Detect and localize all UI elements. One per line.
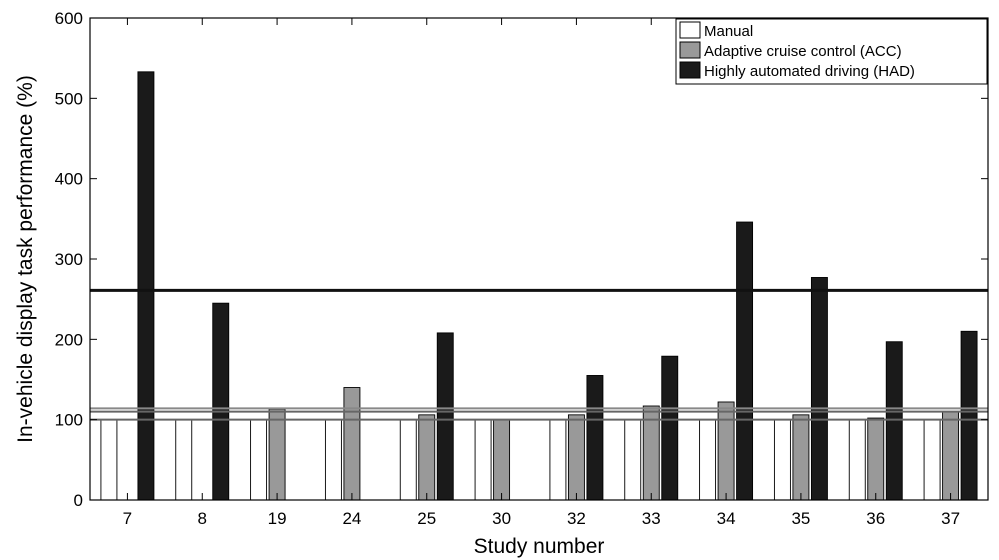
- bar-highly-automated-driving-had-study-8: [212, 302, 230, 501]
- legend-label-highly-automated-driving-had: Highly automated driving (HAD): [704, 63, 915, 80]
- x-tick-label-7: 7: [123, 509, 132, 528]
- bar-manual-study-30: [474, 419, 492, 501]
- legend-swatch-manual: [679, 21, 701, 39]
- bar-adaptive-cruise-control-acc-study-32: [567, 414, 585, 501]
- legend-label-manual: Manual: [704, 23, 753, 40]
- bar-manual-study-32: [549, 419, 567, 501]
- y-tick-label-500: 500: [55, 89, 83, 108]
- y-tick-label-0: 0: [74, 491, 83, 510]
- legend-swatch-highly-automated-driving-had: [679, 61, 701, 79]
- bar-adaptive-cruise-control-acc-study-24: [343, 387, 361, 501]
- bar-manual-study-37: [923, 419, 941, 501]
- bars-layer: [100, 71, 978, 501]
- x-tick-label-8: 8: [198, 509, 207, 528]
- y-axis-title: In-vehicle display task performance (%): [14, 75, 37, 443]
- bar-manual-study-24: [324, 419, 342, 501]
- bar-highly-automated-driving-had-study-35: [810, 277, 828, 501]
- bar-manual-study-33: [624, 419, 642, 501]
- bar-highly-automated-driving-had-study-25: [436, 332, 454, 501]
- y-axis: 0 100 200 300 400 500 600: [55, 9, 988, 510]
- x-tick-label-24: 24: [342, 509, 361, 528]
- x-tick-label-33: 33: [642, 509, 661, 528]
- legend-box: [675, 18, 988, 85]
- bar-adaptive-cruise-control-acc-study-35: [792, 414, 810, 501]
- legend-label-adaptive-cruise-control-acc: Adaptive cruise control (ACC): [704, 43, 902, 60]
- bar-adaptive-cruise-control-acc-study-30: [493, 419, 511, 501]
- bar-manual-study-34: [699, 419, 717, 501]
- x-tick-label-35: 35: [791, 509, 810, 528]
- x-tick-label-19: 19: [268, 509, 287, 528]
- bar-highly-automated-driving-had-study-36: [885, 341, 903, 501]
- bar-highly-automated-driving-had-study-33: [661, 355, 679, 501]
- x-tick-label-32: 32: [567, 509, 586, 528]
- y-tick-label-300: 300: [55, 250, 83, 269]
- bar-manual-study-35: [773, 419, 791, 501]
- bar-adaptive-cruise-control-acc-study-34: [717, 401, 735, 501]
- bar-highly-automated-driving-had-study-34: [736, 221, 754, 501]
- bar-adaptive-cruise-control-acc-study-36: [867, 417, 885, 501]
- x-axis-title: Study number: [474, 535, 605, 558]
- x-tick-label-37: 37: [941, 509, 960, 528]
- x-tick-label-34: 34: [717, 509, 736, 528]
- bar-manual-study-19: [250, 419, 268, 501]
- y-tick-label-100: 100: [55, 411, 83, 430]
- reference-lines: [90, 288, 988, 421]
- bar-adaptive-cruise-control-acc-study-19: [268, 408, 286, 501]
- x-axis: 7 8 19 24 25 30 32 33 34 35 36 37: [123, 18, 960, 528]
- bar-highly-automated-driving-had-study-37: [960, 330, 978, 501]
- y-tick-label-400: 400: [55, 170, 83, 189]
- y-tick-label-600: 600: [55, 9, 83, 28]
- bar-highly-automated-driving-had-study-7: [137, 71, 155, 501]
- x-tick-label-25: 25: [417, 509, 436, 528]
- bar-adaptive-cruise-control-acc-study-37: [942, 411, 960, 501]
- bar-manual-study-8: [175, 419, 193, 501]
- bar-manual-study-36: [848, 419, 866, 501]
- bar-manual-study-7: [100, 419, 118, 501]
- bar-adaptive-cruise-control-acc-study-25: [418, 414, 436, 501]
- y-tick-label-200: 200: [55, 330, 83, 349]
- x-tick-label-30: 30: [492, 509, 511, 528]
- bar-highly-automated-driving-had-study-32: [586, 375, 604, 501]
- bar-manual-study-25: [399, 419, 417, 501]
- legend: Manual Adaptive cruise control (ACC) Highl…: [675, 18, 988, 85]
- x-tick-label-36: 36: [866, 509, 885, 528]
- legend-swatch-adaptive-cruise-control-acc: [679, 41, 701, 59]
